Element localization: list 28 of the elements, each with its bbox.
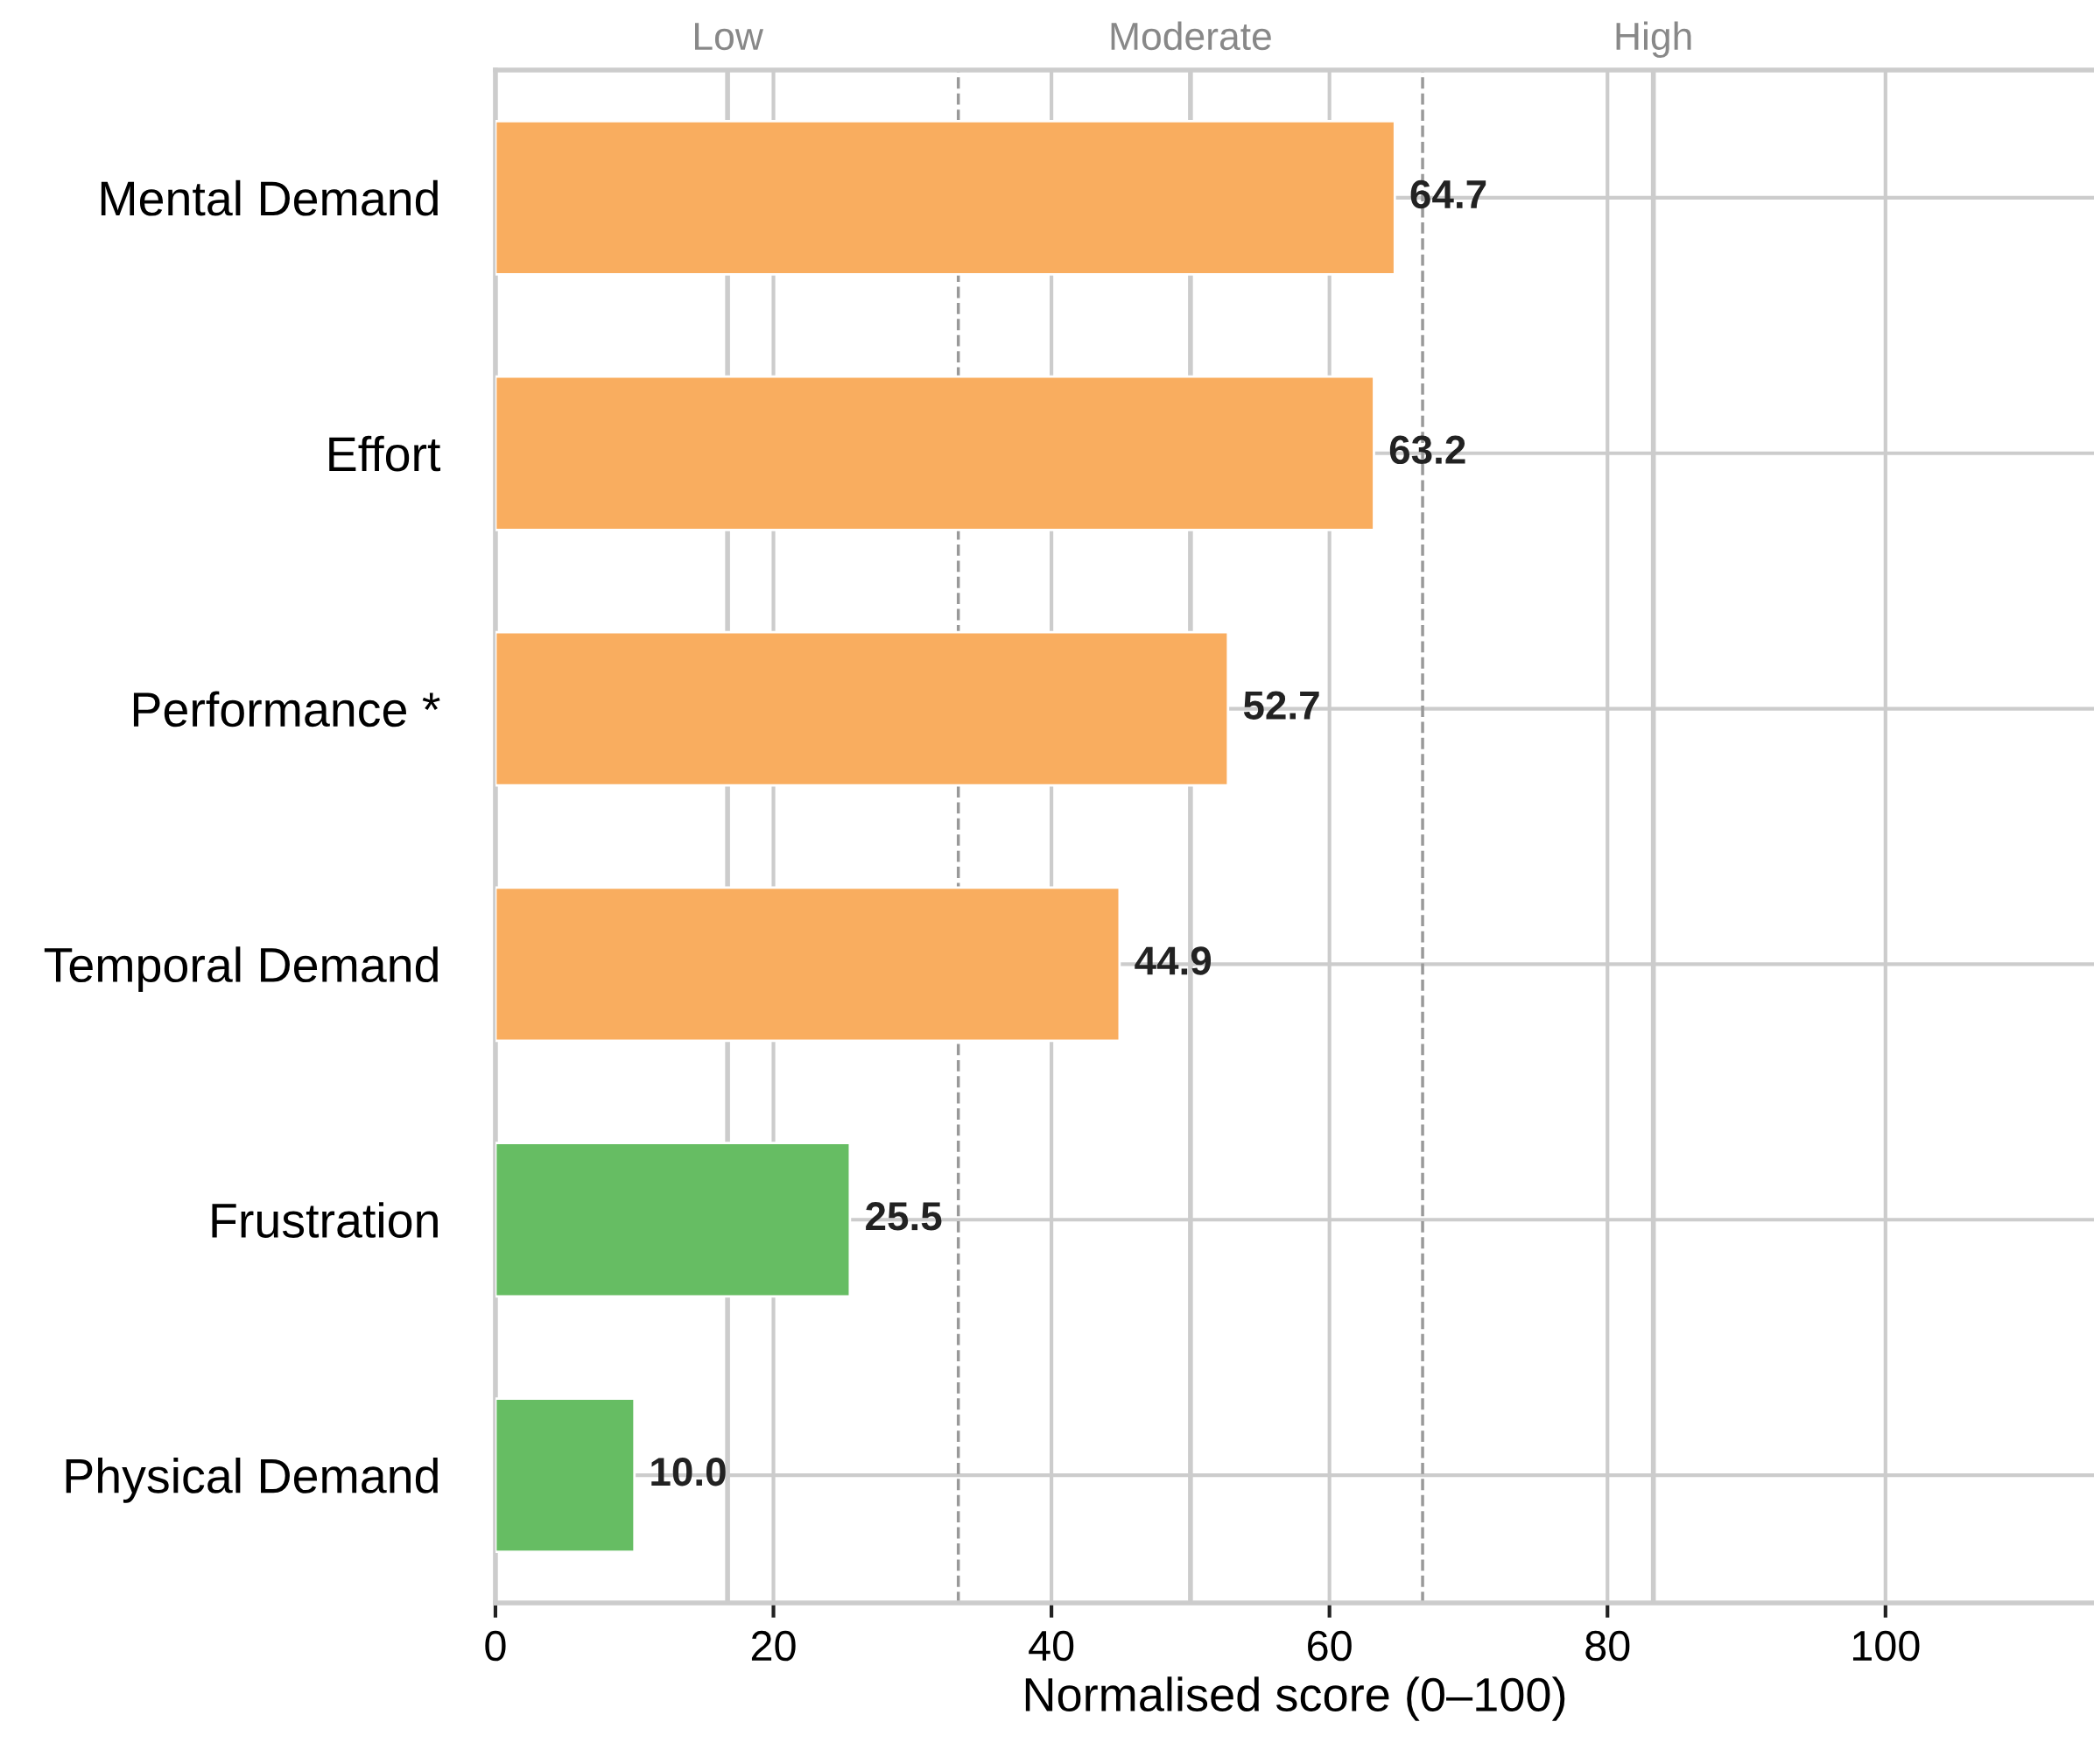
- x-tick-label: 20: [751, 1630, 796, 1662]
- x-tick-label: 100: [1852, 1630, 1920, 1662]
- x-tick-label: 40: [1029, 1630, 1074, 1662]
- bar: [495, 630, 1230, 787]
- bar: [495, 1397, 636, 1554]
- data-label: 63.2: [1389, 435, 1465, 465]
- data-label: 25.5: [866, 1202, 942, 1231]
- bar: [495, 119, 1396, 276]
- data-label: 52.7: [1243, 691, 1319, 720]
- data-label: 10.0: [651, 1457, 726, 1486]
- x-tick-label: 0: [485, 1630, 506, 1662]
- x-tick-label: 80: [1585, 1630, 1630, 1662]
- y-tick-label: Frustration: [212, 1202, 438, 1238]
- ref-line-label: Moderate: [1111, 21, 1271, 51]
- data-label: 44.9: [1135, 946, 1212, 975]
- x-tick-label: 60: [1308, 1630, 1352, 1662]
- bar: [495, 886, 1121, 1043]
- data-label: 64.7: [1410, 179, 1486, 209]
- ref-line-label: Low: [695, 23, 763, 51]
- x-axis-title: Normalised score (0–100): [1025, 1676, 1565, 1721]
- bar: [495, 1142, 852, 1298]
- y-tick-label: Effort: [329, 435, 441, 472]
- y-tick-label: Performance *: [133, 691, 440, 727]
- y-tick-label: Physical Demand: [66, 1457, 438, 1503]
- bar: [495, 375, 1375, 531]
- y-tick-label: Mental Demand: [101, 179, 438, 216]
- y-tick-label: Temporal Demand: [44, 946, 438, 993]
- ref-line-label: High: [1616, 21, 1691, 58]
